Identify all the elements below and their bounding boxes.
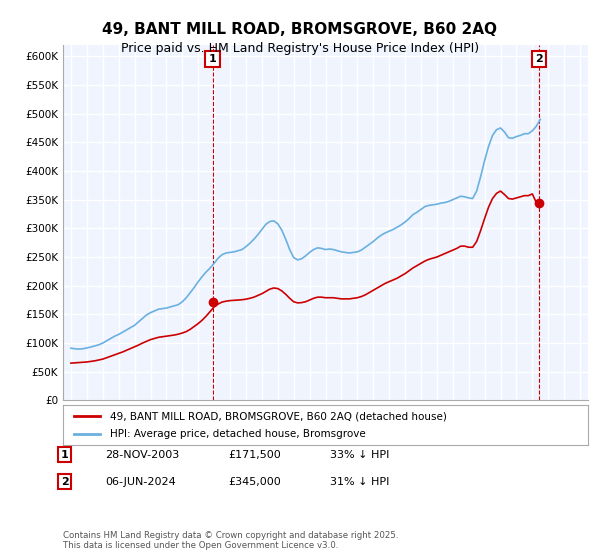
- Text: HPI: Average price, detached house, Bromsgrove: HPI: Average price, detached house, Brom…: [110, 429, 366, 439]
- Text: 1: 1: [61, 450, 68, 460]
- Text: 1: 1: [209, 54, 217, 64]
- Text: 2: 2: [61, 477, 68, 487]
- Text: 28-NOV-2003: 28-NOV-2003: [105, 450, 179, 460]
- Text: £345,000: £345,000: [228, 477, 281, 487]
- Text: Contains HM Land Registry data © Crown copyright and database right 2025.
This d: Contains HM Land Registry data © Crown c…: [63, 530, 398, 550]
- Text: 06-JUN-2024: 06-JUN-2024: [105, 477, 176, 487]
- Text: £171,500: £171,500: [228, 450, 281, 460]
- Text: 2: 2: [535, 54, 543, 64]
- Text: 49, BANT MILL ROAD, BROMSGROVE, B60 2AQ: 49, BANT MILL ROAD, BROMSGROVE, B60 2AQ: [103, 22, 497, 38]
- Text: 49, BANT MILL ROAD, BROMSGROVE, B60 2AQ (detached house): 49, BANT MILL ROAD, BROMSGROVE, B60 2AQ …: [110, 411, 447, 421]
- Text: 33% ↓ HPI: 33% ↓ HPI: [330, 450, 389, 460]
- Text: Price paid vs. HM Land Registry's House Price Index (HPI): Price paid vs. HM Land Registry's House …: [121, 42, 479, 55]
- Text: 31% ↓ HPI: 31% ↓ HPI: [330, 477, 389, 487]
